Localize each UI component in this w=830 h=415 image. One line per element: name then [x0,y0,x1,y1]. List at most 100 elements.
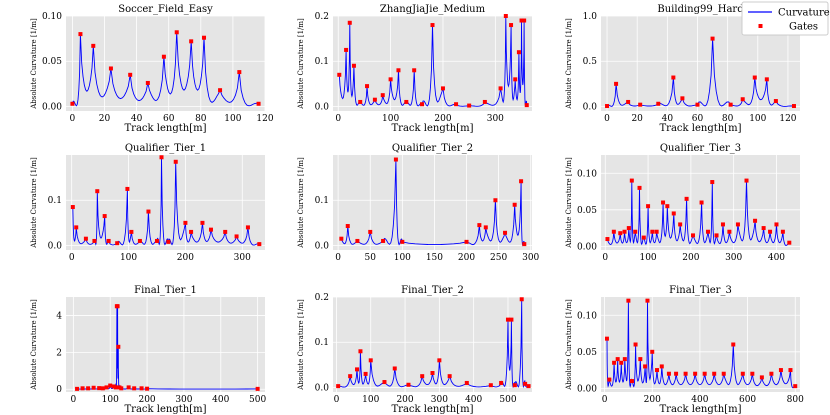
chart-soccer-field-easy: 0 20 40 60 80 100 120 0.00 0.05 0.10 Soccer_Field_… [30,4,274,134]
x-tick-label: 300 [725,253,742,263]
gate-marker [498,86,503,91]
gate-marker [611,229,616,234]
gate-marker [493,198,498,203]
gate-marker [522,242,527,247]
y-axis-label: Absolute Curvature [1/m] [297,157,305,249]
gate-marker [626,298,631,303]
x-tick-label: 100 [749,114,766,124]
y-axis-label: Absolute Curvature [1/m] [30,157,38,249]
gate-marker [512,383,517,388]
x-tick-label: 0 [602,253,608,263]
gate-marker [665,204,670,209]
chart-title: Qualifier_Tier_2 [392,143,473,154]
y-tick-label: 0.2 [315,293,329,303]
gate-marker [615,357,620,362]
gate-marker [509,23,514,28]
x-tick-label: 120 [256,114,273,124]
gate-marker [372,97,377,102]
gate-marker [605,237,610,242]
y-tick-label: 0.1 [315,57,329,67]
x-tick-label: 0 [70,114,76,124]
chart-final-tier-1: 0 100 200 300 400 500 0 2 4 Final_Tier_1 Track len… [30,285,266,415]
gate-marker [710,36,715,41]
gate-marker [86,386,91,391]
gate-marker [788,368,793,373]
gate-marker [671,75,676,80]
x-tick-label: 50 [365,253,377,263]
x-tick-label: 200 [458,253,475,263]
gate-marker [91,43,96,48]
x-tick-label: 250 [490,253,507,263]
x-tick-label: 80 [722,114,734,124]
gate-marker [183,220,188,225]
gate-marker [699,200,704,205]
gate-marker [125,186,130,191]
gate-marker [102,214,107,219]
gate-marker [643,364,648,369]
gate-marker [173,159,178,164]
y-tick-label: 0.1 [315,196,329,206]
x-tick-label: 200 [644,395,661,405]
gate-marker [483,225,488,230]
gate-marker [137,238,142,243]
y-tick-label: 0.1 [48,196,62,206]
x-tick-label: 60 [692,114,704,124]
chart-qualifier-tier-2: 0 50 100 150 200 250 300 0.0 0.1 Qualifier_Tier_2… [297,143,540,263]
gate-marker [347,20,352,25]
chart-building99-hard: 0 20 40 60 80 100 120 0.0 0.5 1.0 Building99_Hard T… [565,4,800,134]
x-tick-label: 200 [177,253,194,263]
gate-marker [348,374,353,379]
gate-marker [344,47,349,52]
y-tick-label: 1.0 [583,12,598,22]
chart-zhangjiajie-medium: 0 100 200 300 0.0 0.1 0.2 ZhangJiaJie_Medium Tra… [297,4,532,134]
gate-marker [406,382,411,387]
y-tick-label: 0.1 [315,338,329,348]
plot-area [333,155,532,250]
gate-marker [638,102,643,107]
gate-marker [119,386,124,391]
chart-title: Soccer_Field_Easy [118,4,213,15]
gate-marker [522,18,527,23]
gate-marker [145,80,150,85]
gate-marker [499,380,504,385]
gate-marker [516,50,521,55]
chart-title: Final_Tier_1 [134,285,197,296]
x-tick-label: 100 [394,253,411,263]
x-axis-label: Track length[m] [660,123,742,134]
x-tick-label: 40 [131,114,143,124]
gate-marker [237,70,242,75]
gate-marker [437,358,442,363]
y-axis-label: Absolute Curvature [1/m] [30,18,38,110]
gate-marker [661,200,666,205]
gate-marker [774,222,779,227]
gate-marker [363,371,368,376]
y-tick-label: 0.10 [577,169,597,179]
x-tick-label: 500 [499,395,516,405]
gate-marker [513,77,518,82]
gate-marker [104,385,109,390]
gate-marker [769,371,774,376]
x-tick-label: 0 [335,114,341,124]
gate-marker [430,371,435,375]
y-axis-label: Absolute Curvature [1/m] [565,299,573,391]
x-tick-label: 400 [768,253,785,263]
y-tick-label: 0.00 [577,384,597,394]
panels-group: 0 20 40 60 80 100 1200.000.050.10Soccer_Field_… [30,4,804,415]
gate-marker [245,225,250,230]
gate-marker [710,180,715,185]
y-tick-label: 0.05 [42,57,62,67]
gate-marker [674,371,679,376]
gate-marker [339,236,344,241]
gate-marker [128,72,133,77]
gate-marker [108,66,113,71]
gate-marker [400,239,405,244]
chart-final-tier-3: 0 200 400 600 800 0.00 0.05 0.10 Final_Tier_3 Tra… [565,285,804,415]
gate-marker [622,229,627,234]
chart-title: Building99_Hard [657,4,744,15]
gate-marker [393,157,398,162]
gate-marker [753,218,758,223]
gate-marker [671,211,676,216]
gate-marker [659,364,664,369]
x-axis-label: Track length[m] [125,123,207,134]
gate-marker [223,229,228,234]
